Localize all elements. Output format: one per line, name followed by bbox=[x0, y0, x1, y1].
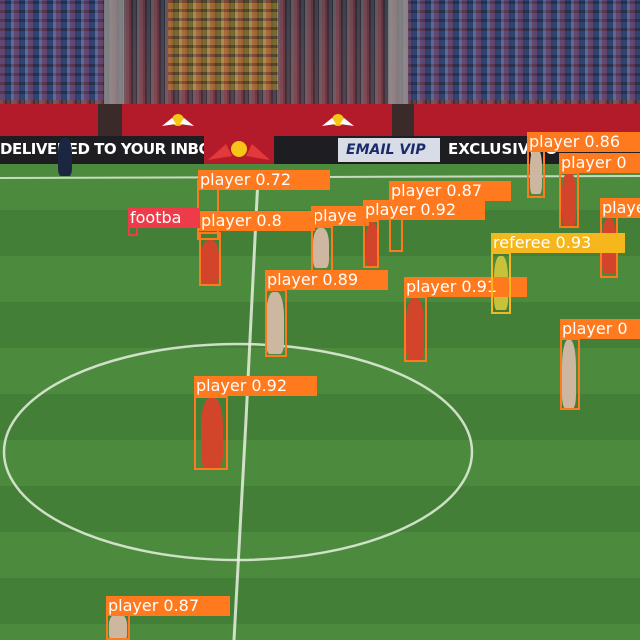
player-detection-box bbox=[404, 296, 427, 362]
board-gap bbox=[98, 104, 122, 136]
linesman-figure bbox=[58, 138, 72, 176]
player-figure bbox=[562, 172, 576, 226]
player-figure bbox=[366, 222, 378, 266]
player-detection-label: player 0.92 bbox=[194, 376, 317, 396]
blue-seats-right bbox=[408, 0, 640, 100]
player-detection-box bbox=[527, 150, 545, 198]
player-detection-label: player 0.92 bbox=[363, 200, 485, 220]
player-detection-label: player bbox=[600, 198, 640, 218]
player-detection-label: player 0.91 bbox=[404, 277, 527, 297]
player-figure bbox=[530, 148, 542, 194]
stand-stairway bbox=[388, 0, 408, 108]
board-text-left: DELIVERED TO YOUR INBOX bbox=[0, 140, 222, 158]
redbull-logo bbox=[204, 136, 274, 164]
player-detection-label: player 0.87 bbox=[389, 181, 511, 201]
player-detection-label: player 0.72 bbox=[198, 170, 330, 190]
player-detection-box bbox=[363, 220, 379, 268]
player-figure bbox=[201, 398, 223, 468]
player-detection-label: player 0.89 bbox=[265, 270, 388, 290]
football-detection-label: footba bbox=[128, 208, 200, 228]
player-detection-label: player 0.8 bbox=[199, 211, 315, 231]
player-figure bbox=[562, 340, 576, 408]
player-detection-label: player 0.87 bbox=[106, 596, 230, 616]
stand-stairway bbox=[104, 0, 124, 108]
player-detection-box bbox=[265, 289, 287, 357]
player-detection-label: player 0 bbox=[560, 319, 640, 339]
player-detection-box bbox=[194, 396, 228, 470]
referee-detection-box bbox=[491, 252, 511, 314]
player-figure bbox=[266, 292, 284, 354]
player-figure bbox=[313, 228, 329, 268]
board-text-email: EMAIL VIP bbox=[346, 142, 426, 158]
blue-seats-left bbox=[0, 0, 104, 100]
player-detection-box bbox=[560, 338, 580, 410]
player-detection-label: player 0 bbox=[559, 153, 640, 173]
player-detection-box bbox=[311, 226, 333, 272]
yellow-seats bbox=[168, 0, 278, 90]
board-gap bbox=[392, 104, 414, 136]
email-vip-board bbox=[338, 138, 440, 162]
referee-detection-label: referee 0.93 bbox=[491, 233, 625, 253]
player-detection-box bbox=[106, 614, 130, 640]
player-figure bbox=[201, 240, 219, 284]
player-figure bbox=[406, 298, 424, 360]
redbull-logo bbox=[322, 114, 354, 126]
player-detection-label: playe bbox=[311, 206, 369, 226]
redbull-logo bbox=[162, 114, 194, 126]
player-figure bbox=[109, 614, 127, 640]
player-detection-box bbox=[199, 232, 221, 286]
player-detection-box bbox=[559, 172, 579, 228]
player-detection-label: player 0.86 bbox=[527, 132, 640, 152]
